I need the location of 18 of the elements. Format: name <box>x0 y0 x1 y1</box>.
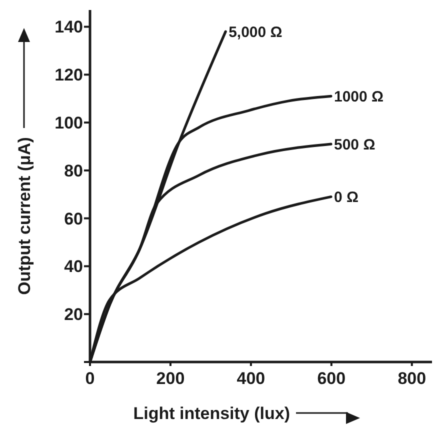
x-tick-label: 200 <box>156 369 185 388</box>
x-tick-label: 600 <box>317 369 346 388</box>
series-label: 1000 Ω <box>334 88 384 106</box>
y-tick-label: 20 <box>64 305 83 324</box>
y-tick-label: 80 <box>64 161 83 180</box>
y-tick-label: 40 <box>64 257 83 276</box>
x-tick-label: 800 <box>398 369 426 388</box>
x-axis-title: Light intensity (lux) <box>133 404 290 423</box>
y-tick-label: 60 <box>64 209 83 228</box>
series-label: 5,000 Ω <box>228 24 282 41</box>
series-label: 0 Ω <box>334 189 359 206</box>
series-label: 500 Ω <box>334 136 376 154</box>
y-tick-label: 120 <box>54 66 83 85</box>
y-axis-title: Output current (μA) <box>15 137 34 295</box>
x-tick-label: 400 <box>236 369 266 388</box>
x-tick-label: 0 <box>85 369 95 388</box>
y-tick-label: 100 <box>54 113 83 132</box>
y-tick-label: 140 <box>54 18 83 37</box>
